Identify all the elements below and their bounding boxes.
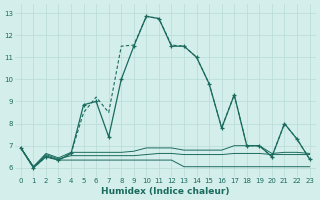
X-axis label: Humidex (Indice chaleur): Humidex (Indice chaleur) [101, 187, 229, 196]
